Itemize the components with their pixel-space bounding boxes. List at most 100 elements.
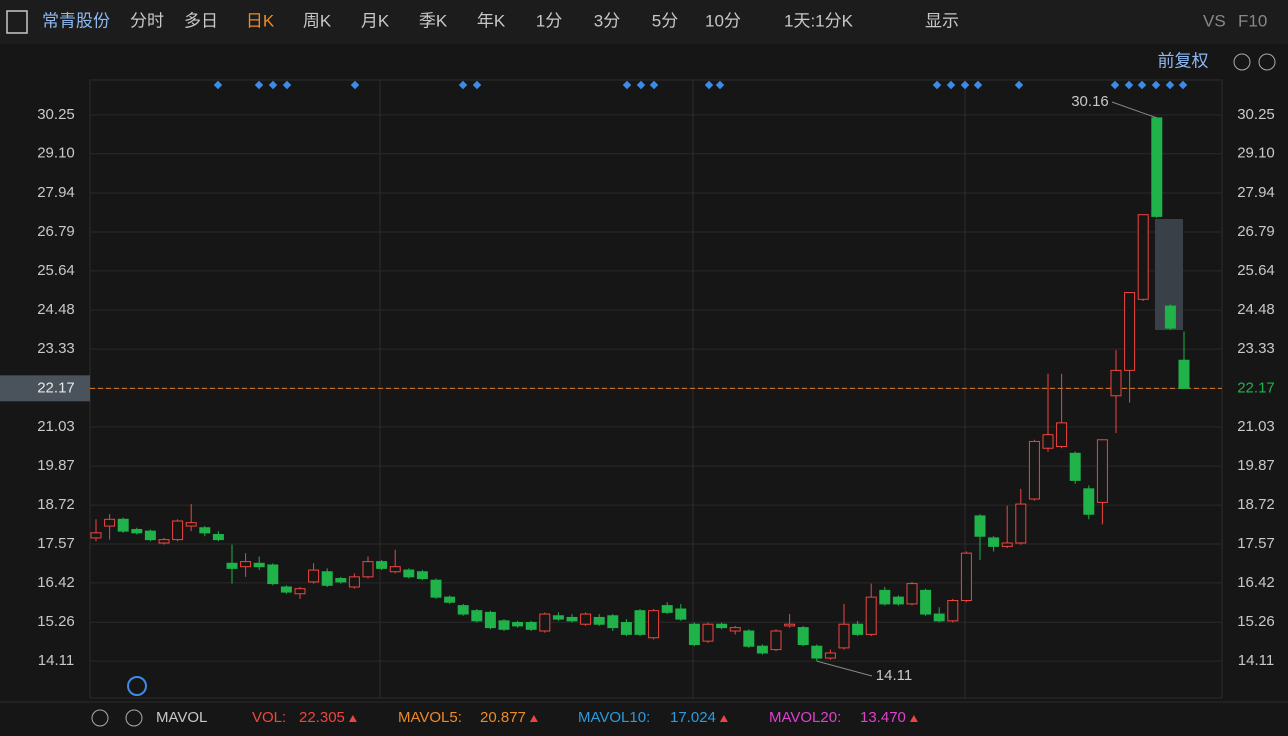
event-marker[interactable]: [472, 80, 482, 90]
candle-body: [376, 561, 388, 569]
candle-body: [702, 623, 714, 642]
zoom-out[interactable]: [1258, 53, 1276, 71]
toolbar: 常青股份 分时 多日 日K 周K 月K 季K 年K 1分 3分 5分 10分 1天:1分K 显示 VS F10: [42, 11, 1267, 30]
event-marker[interactable]: [350, 80, 360, 90]
legend-name: MAVOL10:: [578, 709, 650, 726]
candle-body: [811, 645, 823, 659]
candle-body: [1110, 369, 1122, 397]
event-marker[interactable]: [1124, 80, 1134, 90]
y-tick-label: 19.87: [37, 457, 75, 474]
period-tab[interactable]: 3分: [594, 11, 620, 30]
period-select[interactable]: 1天:1分K: [784, 11, 854, 30]
close-icon[interactable]: [125, 709, 143, 727]
event-marker[interactable]: [715, 80, 725, 90]
legend-value: 22.305: [299, 709, 345, 726]
candle-body: [729, 627, 741, 632]
event-marker[interactable]: [1151, 80, 1161, 90]
period-tab[interactable]: 日K: [246, 11, 275, 30]
candle-body: [933, 613, 945, 622]
candle-body: [240, 561, 252, 568]
y-tick-label-right: 29.10: [1237, 145, 1275, 162]
period-tab[interactable]: 分时: [130, 11, 164, 30]
event-marker[interactable]: [1110, 80, 1120, 90]
candle-body: [756, 645, 768, 654]
event-marker[interactable]: [268, 80, 278, 90]
candle-body: [1151, 117, 1163, 217]
period-tab[interactable]: 5分: [652, 11, 678, 30]
event-marker[interactable]: [704, 80, 714, 90]
period-tab[interactable]: 季K: [419, 11, 448, 30]
stock-name[interactable]: 常青股份: [42, 11, 110, 30]
candle-body: [212, 534, 224, 541]
candle-body: [797, 627, 809, 646]
candle-body: [906, 583, 918, 605]
period-tab[interactable]: 年K: [477, 11, 506, 30]
event-marker[interactable]: [282, 80, 292, 90]
legend-name: MAVOL5:: [398, 709, 462, 726]
y-tick-label: 23.33: [37, 340, 75, 357]
event-marker[interactable]: [622, 80, 632, 90]
trend-arrow: [529, 715, 538, 722]
period-tab[interactable]: 10分: [705, 11, 741, 30]
candle-body: [1164, 305, 1176, 329]
candle-body: [389, 566, 401, 573]
sidebar-toggle[interactable]: [6, 10, 28, 34]
candle-body: [947, 600, 959, 622]
event-marker[interactable]: [1137, 80, 1147, 90]
candle-body: [457, 605, 469, 615]
candle-body: [144, 530, 156, 541]
reset[interactable]: [1233, 53, 1251, 71]
period-tab[interactable]: 周K: [303, 11, 332, 30]
candle-body: [430, 579, 442, 598]
candle-body: [253, 562, 265, 568]
period-tab[interactable]: 1分: [536, 11, 562, 30]
max-label: 30.16: [1071, 93, 1109, 110]
candle-body: [566, 616, 578, 622]
y-tick-label: 24.48: [37, 301, 75, 318]
magnifier[interactable]: [127, 676, 147, 696]
candle-body: [852, 623, 864, 635]
vs-button[interactable]: VS: [1203, 11, 1226, 30]
settings-icon[interactable]: [91, 709, 109, 727]
candle-body: [117, 518, 129, 532]
y-tick-label: 25.64: [37, 262, 75, 279]
f10-button[interactable]: F10: [1238, 11, 1267, 30]
event-marker[interactable]: [649, 80, 659, 90]
candle-body: [620, 622, 632, 635]
event-marker[interactable]: [932, 80, 942, 90]
candle-body: [484, 611, 496, 629]
candle-body: [403, 569, 415, 578]
trend-arrow: [719, 715, 728, 722]
last-price-badge: [0, 375, 90, 402]
candle-body: [348, 576, 360, 588]
candle-body: [892, 596, 904, 605]
y-tick-label: 18.72: [37, 496, 75, 513]
y-tick-label-right: 27.94: [1237, 184, 1275, 201]
event-marker[interactable]: [946, 80, 956, 90]
legend-value: 20.877: [480, 709, 526, 726]
trend-arrow: [348, 715, 357, 722]
event-marker[interactable]: [1178, 80, 1188, 90]
event-marker[interactable]: [213, 80, 223, 90]
plot-frame: [89, 79, 1223, 699]
event-marker[interactable]: [1165, 80, 1175, 90]
event-marker[interactable]: [458, 80, 468, 90]
legend-name: MAVOL20:: [769, 709, 841, 726]
event-marker[interactable]: [1014, 80, 1024, 90]
candle-body: [172, 520, 184, 541]
indicator-name[interactable]: MAVOL: [156, 709, 207, 726]
period-tab[interactable]: 月K: [361, 11, 390, 30]
event-marker[interactable]: [973, 80, 983, 90]
period-tab[interactable]: 多日: [184, 11, 218, 30]
event-marker[interactable]: [636, 80, 646, 90]
event-marker[interactable]: [960, 80, 970, 90]
candle-body: [688, 623, 700, 646]
candle-body: [1069, 452, 1081, 481]
y-tick-label: 17.57: [37, 535, 75, 552]
event-marker[interactable]: [254, 80, 264, 90]
candle-body: [1015, 503, 1027, 544]
adjust-label[interactable]: 前复权: [1158, 51, 1209, 70]
display-menu[interactable]: 显示: [925, 11, 959, 30]
candle-body: [444, 596, 456, 603]
